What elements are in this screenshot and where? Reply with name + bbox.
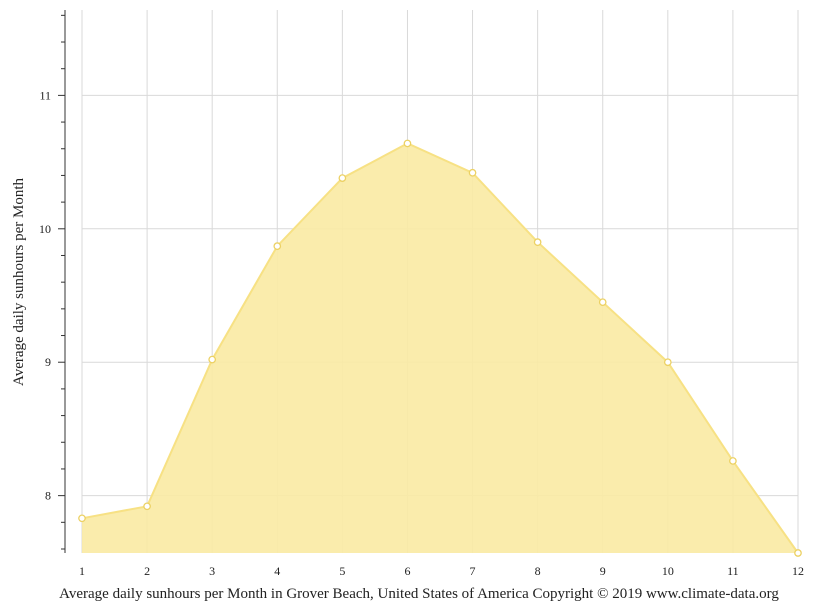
data-point-9 <box>598 298 607 307</box>
y-axis-title: Average daily sunhours per Month <box>11 178 27 387</box>
y-tick-label-11: 11 <box>39 88 51 102</box>
x-tick-label-7: 7 <box>470 564 476 578</box>
data-point-1 <box>78 514 86 523</box>
data-point-5 <box>338 174 347 182</box>
data-points <box>78 139 802 557</box>
data-point-4 <box>273 242 282 250</box>
chart-caption: Average daily sunhours per Month in Grov… <box>59 586 779 602</box>
data-point-3 <box>208 355 217 364</box>
x-tick-label-9: 9 <box>600 564 606 578</box>
data-point-12 <box>794 549 802 557</box>
x-tick-label-1: 1 <box>79 564 85 578</box>
x-tick-label-12: 12 <box>792 564 804 578</box>
x-tick-label-10: 10 <box>662 564 674 578</box>
y-tick-label-9: 9 <box>45 355 51 369</box>
data-point-8 <box>533 238 542 246</box>
y-axis <box>58 10 66 553</box>
x-tick-label-6: 6 <box>404 564 410 578</box>
area-series <box>81 142 799 554</box>
x-tick-label-3: 3 <box>209 564 215 578</box>
series-line <box>81 142 799 554</box>
y-tick-label-10: 10 <box>39 222 51 236</box>
x-tick-label-4: 4 <box>274 564 280 578</box>
data-point-10 <box>663 358 672 367</box>
x-tick-label-2: 2 <box>144 564 150 578</box>
x-tick-label-5: 5 <box>339 564 345 578</box>
x-tick-labels: 1 2 3 4 5 6 7 8 9 10 11 12 <box>79 564 804 578</box>
data-point-7 <box>468 168 477 177</box>
x-tick-label-11: 11 <box>727 564 739 578</box>
y-tick-labels: 8 9 10 11 <box>39 88 51 502</box>
x-tick-label-8: 8 <box>535 564 541 578</box>
data-point-2 <box>143 502 151 511</box>
area-fill <box>82 143 798 553</box>
data-point-6 <box>403 139 412 148</box>
y-tick-label-8: 8 <box>45 489 51 503</box>
data-point-11 <box>729 457 737 465</box>
